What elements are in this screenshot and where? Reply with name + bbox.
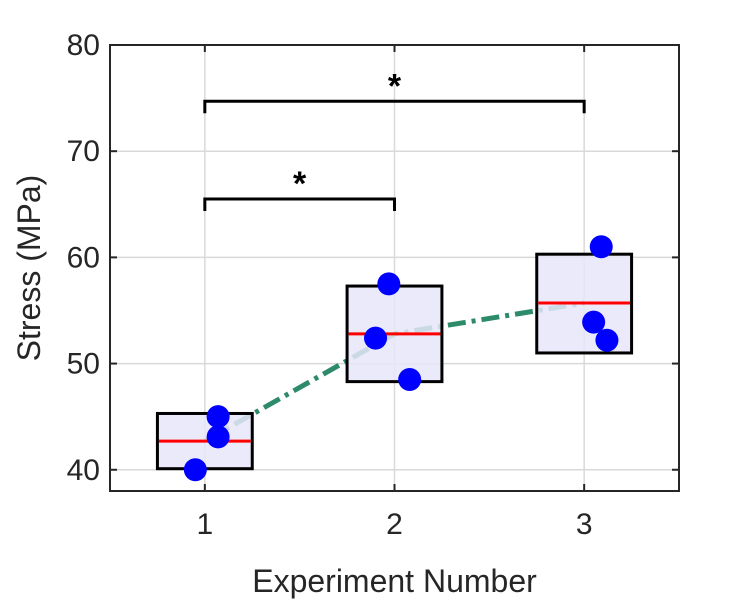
data-point-8 [589,235,613,259]
y-tick-label: 50 [67,348,100,381]
significance-bracket-2 [203,99,586,114]
y-tick-label: 60 [67,241,100,274]
data-point-9 [595,328,619,352]
y-tick-label: 70 [67,135,100,168]
x-axis-label: Experiment Number [252,563,537,599]
tick-layer: 1 2 3 40 50 60 70 80 [67,29,679,541]
box-group-1 [155,411,254,471]
y-tick-label: 40 [67,454,100,487]
data-point-7 [582,310,606,334]
significance-star-1: * [293,165,307,203]
data-point-5 [377,272,401,296]
data-point-3 [206,405,230,429]
point-layer [183,235,619,482]
y-tick-label: 80 [67,29,100,62]
box-group-2 [345,284,444,384]
data-point-4 [364,326,388,350]
x-tick-label: 2 [386,508,403,541]
data-point-2 [206,425,230,449]
box-layer [155,252,634,471]
y-axis-label: Stress (MPa) [11,175,47,362]
significance-star-2: * [388,67,402,105]
x-tick-label: 1 [196,508,213,541]
x-tick-label: 3 [576,508,593,541]
significance-bracket-1 [203,197,396,211]
data-point-1 [183,458,207,482]
significance-layer: ** [203,67,586,211]
data-point-6 [398,368,422,391]
